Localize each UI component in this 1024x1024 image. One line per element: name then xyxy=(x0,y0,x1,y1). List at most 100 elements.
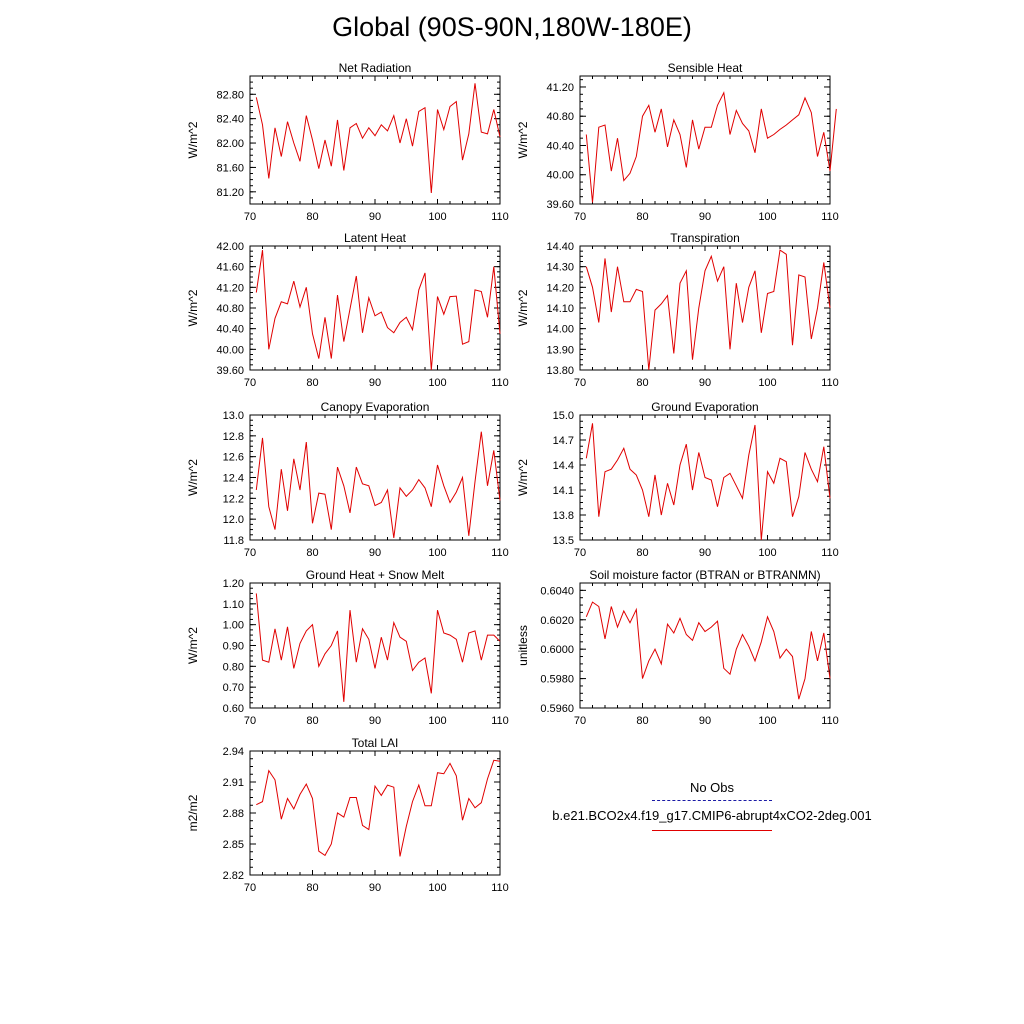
y-tick-label: 0.5980 xyxy=(540,674,574,686)
y-tick-label: 12.0 xyxy=(223,514,244,526)
x-tick-label: 90 xyxy=(699,377,711,389)
y-tick-label: 13.0 xyxy=(223,410,244,422)
x-tick-label: 110 xyxy=(821,211,839,223)
y-tick-label: 13.90 xyxy=(546,344,574,356)
y-tick-label: 82.40 xyxy=(216,114,244,126)
chart-title: Latent Heat xyxy=(344,231,407,245)
legend-label-obs: No Obs xyxy=(689,780,735,795)
x-tick-label: 90 xyxy=(369,211,381,223)
y-tick-label: 41.20 xyxy=(216,282,244,294)
y-tick-label: 1.00 xyxy=(223,620,244,632)
x-tick-label: 70 xyxy=(574,547,586,559)
y-tick-label: 40.80 xyxy=(216,303,244,315)
y-axis-label: W/m^2 xyxy=(186,121,200,158)
x-tick-label: 80 xyxy=(306,211,318,223)
series-line xyxy=(255,431,501,538)
series-line xyxy=(585,91,837,203)
y-tick-label: 12.6 xyxy=(223,452,244,464)
x-tick-label: 100 xyxy=(428,547,446,559)
y-axis-label: W/m^2 xyxy=(516,289,530,326)
y-tick-label: 0.6040 xyxy=(540,585,574,597)
x-tick-label: 70 xyxy=(244,882,256,894)
y-tick-label: 0.80 xyxy=(223,661,244,673)
y-axis-label: m2/m2 xyxy=(186,794,200,831)
x-tick-label: 110 xyxy=(821,547,839,559)
x-tick-label: 100 xyxy=(758,377,776,389)
y-tick-label: 13.8 xyxy=(553,510,574,522)
y-tick-label: 2.94 xyxy=(223,746,244,758)
chart-title: Ground Evaporation xyxy=(651,400,758,414)
page-title: Global (90S-90N,180W-180E) xyxy=(332,12,692,42)
x-tick-label: 80 xyxy=(636,377,648,389)
x-tick-label: 70 xyxy=(244,547,256,559)
chart-panel-1: 70 80 90 100 110 81.20 81.60 82.00 82.40 82.80 Net… xyxy=(186,61,509,223)
y-tick-label: 40.40 xyxy=(216,324,244,336)
x-tick-label: 100 xyxy=(758,547,776,559)
x-tick-label: 110 xyxy=(491,377,509,389)
x-tick-label: 110 xyxy=(491,882,509,894)
y-tick-label: 14.20 xyxy=(546,282,574,294)
series-line xyxy=(585,423,831,541)
chart-panel-9: 70 80 90 100 110 2.82 2.85 2.88 2.91 2.94 Total LA… xyxy=(186,736,509,894)
y-tick-label: 12.2 xyxy=(223,493,244,505)
y-tick-label: 1.20 xyxy=(223,578,244,590)
x-tick-label: 100 xyxy=(428,377,446,389)
x-tick-label: 80 xyxy=(636,715,648,727)
series-line xyxy=(585,601,831,700)
y-tick-label: 81.20 xyxy=(216,187,244,199)
series-line xyxy=(255,250,501,371)
y-tick-label: 1.10 xyxy=(223,599,244,611)
y-tick-label: 41.20 xyxy=(546,82,574,94)
y-tick-label: 0.6000 xyxy=(540,644,574,656)
x-tick-label: 70 xyxy=(574,715,586,727)
plot-frame xyxy=(249,582,501,709)
y-tick-label: 14.7 xyxy=(553,435,574,447)
x-tick-label: 100 xyxy=(428,211,446,223)
y-tick-label: 2.91 xyxy=(223,777,244,789)
x-tick-label: 80 xyxy=(636,547,648,559)
chart-panel-2: 70 80 90 100 110 39.60 40.00 40.40 40.80 41.20 Sen… xyxy=(516,61,839,223)
y-axis-label: W/m^2 xyxy=(186,289,200,326)
y-tick-label: 2.82 xyxy=(223,870,244,882)
plot-frame xyxy=(579,582,831,709)
y-tick-label: 14.40 xyxy=(546,241,574,253)
y-tick-label: 14.10 xyxy=(546,303,574,315)
legend-label-model: b.e21.BCO2x4.f19_g17.CMIP6-abrupt4xCO2-2… xyxy=(552,808,872,823)
x-tick-label: 70 xyxy=(574,211,586,223)
y-tick-label: 40.40 xyxy=(546,140,574,152)
y-tick-label: 0.70 xyxy=(223,682,244,694)
y-tick-label: 40.80 xyxy=(546,111,574,123)
plot-frame xyxy=(249,75,501,205)
y-tick-label: 0.5960 xyxy=(540,703,574,715)
y-tick-label: 14.4 xyxy=(553,460,574,472)
x-tick-label: 100 xyxy=(428,715,446,727)
chart-panel-6: 70 80 90 100 110 13.5 13.8 14.1 14.4 14.7 15.0 Grou… xyxy=(516,400,839,559)
y-tick-label: 12.8 xyxy=(223,431,244,443)
x-tick-label: 110 xyxy=(491,547,509,559)
y-tick-label: 14.00 xyxy=(546,324,574,336)
chart-title: Ground Heat + Snow Melt xyxy=(306,568,445,582)
chart-panel-4: 70 80 90 100 110 13.80 13.90 14.00 14.10 14.20 14.… xyxy=(516,231,839,389)
legend-line-obs xyxy=(652,800,772,801)
chart-title: Soil moisture factor (BTRAN or BTRANMN) xyxy=(589,568,820,582)
y-axis-label: W/m^2 xyxy=(186,627,200,664)
y-tick-label: 11.8 xyxy=(223,535,244,547)
x-tick-label: 70 xyxy=(244,377,256,389)
y-tick-label: 14.1 xyxy=(553,485,574,497)
x-tick-label: 90 xyxy=(699,211,711,223)
chart-title: Total LAI xyxy=(352,736,399,750)
x-tick-label: 110 xyxy=(491,715,509,727)
x-tick-label: 90 xyxy=(369,882,381,894)
x-tick-label: 80 xyxy=(306,715,318,727)
y-tick-label: 0.6020 xyxy=(540,615,574,627)
x-tick-label: 90 xyxy=(369,377,381,389)
x-tick-label: 80 xyxy=(636,211,648,223)
x-tick-label: 100 xyxy=(758,211,776,223)
y-tick-label: 12.4 xyxy=(223,473,244,485)
series-line xyxy=(255,593,501,702)
y-tick-label: 14.30 xyxy=(546,262,574,274)
x-tick-label: 110 xyxy=(821,715,839,727)
chart-title: Transpiration xyxy=(670,231,740,245)
plot-frame xyxy=(579,245,831,371)
x-tick-label: 90 xyxy=(369,715,381,727)
